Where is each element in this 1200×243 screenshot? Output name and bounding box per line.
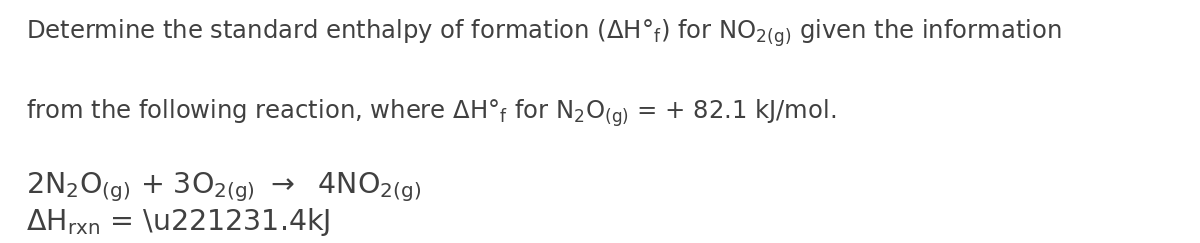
Text: 2N$_{\mathregular{2}}$O$_{\mathregular{(g)}}$ + 3O$_{\mathregular{2(g)}}$ $\righ: 2N$_{\mathregular{2}}$O$_{\mathregular{(… [26, 170, 421, 204]
Text: Determine the standard enthalpy of formation ($\Delta$H$°_{\mathregular{f}}$) fo: Determine the standard enthalpy of forma… [26, 17, 1062, 49]
Text: from the following reaction, where $\Delta$H$°_{\mathregular{f}}$ for N$_{\mathr: from the following reaction, where $\Del… [26, 97, 836, 129]
Text: $\Delta$H$_{\mathregular{rxn}}$ = \u221231.4kJ: $\Delta$H$_{\mathregular{rxn}}$ = \u2212… [26, 206, 331, 238]
